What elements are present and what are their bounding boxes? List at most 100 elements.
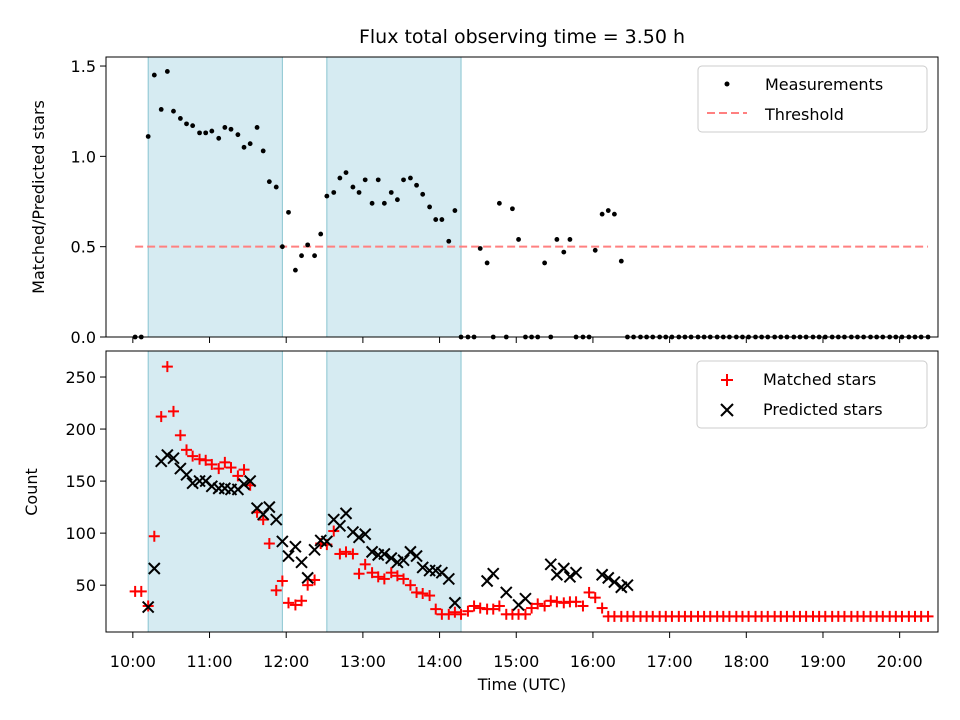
measurement-point (484, 260, 490, 266)
predicted-star-point (301, 571, 314, 585)
y-axis-ticks: 0.0 0.5 1.0 1.5 (71, 57, 106, 347)
predicted-star-point (569, 566, 583, 579)
measurement-point (567, 237, 573, 242)
measurement-point (510, 206, 515, 212)
measurement-point (151, 72, 157, 78)
predicted-star-point (448, 596, 462, 610)
matched-star-point (206, 458, 218, 470)
predicted-star-point (205, 480, 219, 493)
measurement-point (299, 253, 304, 259)
legend-box (697, 65, 928, 133)
predicted-star-point (276, 535, 289, 548)
matched-star-point (539, 600, 551, 612)
matched-star-point (526, 602, 538, 614)
predicted-star-point (365, 545, 379, 559)
measurement-point (324, 193, 330, 199)
measurement-point (190, 123, 196, 129)
matched-star-point (340, 546, 352, 558)
measurement-point (145, 134, 151, 139)
matched-star-point (148, 530, 160, 542)
matched-star-point (468, 600, 480, 612)
measurement-point (203, 130, 209, 136)
matched-star-point (347, 548, 359, 560)
matched-star-point (424, 590, 436, 602)
matched-star-point (359, 558, 371, 570)
measurement-point (305, 242, 311, 248)
matched-star-point (232, 470, 244, 482)
measurement-point (433, 217, 439, 222)
matched-star-point (596, 602, 608, 614)
predicted-star-point (333, 519, 347, 533)
predicted-star-point (416, 561, 429, 574)
measurement-point (266, 179, 272, 185)
legend-threshold: Threshold (764, 105, 844, 124)
measurement-point (362, 177, 368, 183)
matched-star-point (570, 596, 582, 608)
y-tick-label: 200 (65, 420, 96, 439)
panel-bottom-counts: 50 100 150 200 250 10:00 11:00 12:00 13:00 14:00… (22, 350, 939, 694)
y-axis-ticks: 50 100 150 200 250 (65, 368, 106, 595)
legend-matched-stars: Matched stars (763, 370, 876, 389)
measurement-point (369, 200, 375, 206)
matched-star-point (257, 514, 269, 526)
shaded-intervals (147, 350, 462, 633)
predicted-stars-points (141, 448, 634, 614)
measurement-point (158, 106, 164, 112)
predicted-star-point (563, 570, 577, 584)
measurement-point (401, 177, 406, 183)
measurement-point (612, 211, 617, 217)
x-tick-label: 12:00 (263, 652, 309, 671)
matched-star-point (155, 411, 167, 423)
matched-star-point (493, 600, 505, 612)
measurement-point (197, 130, 202, 136)
measurement-point (241, 144, 247, 150)
predicted-star-point (544, 558, 557, 571)
predicted-star-point (270, 513, 283, 526)
x-axis-ticks (132, 337, 901, 343)
measurement-point (408, 175, 413, 181)
predicted-star-point (339, 507, 353, 520)
legend-marker-dot (724, 81, 730, 87)
predicted-star-point (237, 478, 251, 491)
measurement-point (293, 267, 298, 273)
predicted-star-point (308, 543, 321, 556)
predicted-star-point (608, 575, 621, 589)
matched-star-point (404, 579, 416, 591)
matched-star-point (353, 568, 365, 580)
measurement-point (381, 200, 387, 206)
matched-star-point (200, 454, 212, 466)
measurement-point (273, 184, 279, 190)
predicted-star-point (180, 468, 193, 482)
measurement-point (561, 249, 567, 255)
matched-star-point (213, 463, 225, 475)
measurement-point (542, 260, 548, 266)
measurement-point (177, 116, 183, 121)
matched-star-point (263, 538, 275, 550)
shaded-intervals (147, 56, 462, 338)
legend: Matched stars Predicted stars (696, 360, 928, 429)
measurement-point (331, 190, 337, 195)
matched-star-point (366, 567, 378, 579)
matched-star-point (378, 573, 390, 585)
measurement-point (446, 238, 452, 244)
matched-star-point (398, 573, 410, 585)
legend-marker-x (720, 403, 734, 417)
predicted-star-point (352, 531, 366, 544)
y-tick-label: 0.0 (71, 328, 96, 347)
predicted-star-point (487, 567, 500, 580)
measurement-point (394, 197, 400, 203)
predicted-star-point (519, 592, 532, 605)
predicted-star-point (500, 586, 513, 599)
measurement-point (209, 128, 215, 134)
measurement-point (592, 247, 598, 253)
matched-star-point (289, 599, 301, 611)
x-tick-label: 20:00 (877, 652, 923, 671)
measurement-point (477, 246, 483, 251)
chart-title: Flux total observing time = 3.50 h (359, 26, 685, 48)
measurement-point (599, 211, 605, 217)
measurement-point (184, 121, 189, 127)
axes-frame (105, 56, 939, 338)
matched-star-point (455, 608, 467, 620)
matched-star-point (417, 587, 429, 599)
